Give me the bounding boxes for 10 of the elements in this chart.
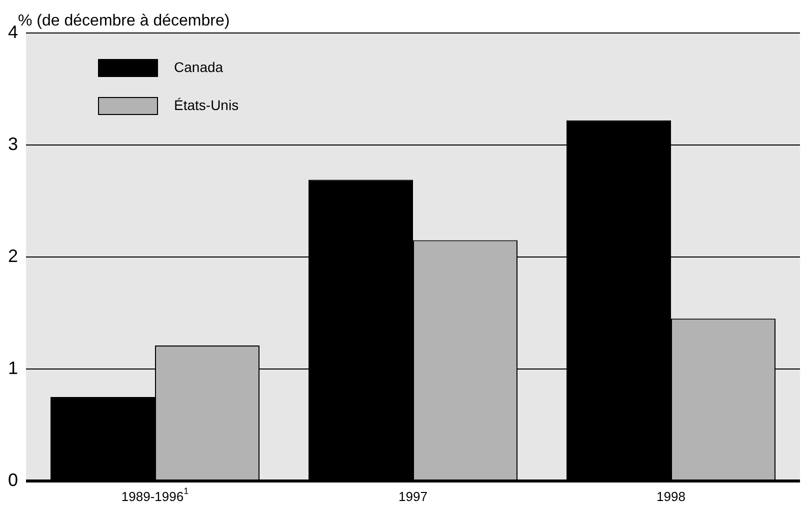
y-tick-label: 3 [8, 134, 18, 154]
y-tick-label: 4 [8, 22, 18, 42]
x-tick-label: 1997 [398, 489, 428, 504]
y-tick-label: 1 [8, 358, 18, 378]
legend-label: États-Unis [174, 96, 239, 113]
legend-label: Canada [174, 58, 224, 75]
x-tick-label: 1998 [656, 489, 686, 504]
y-tick-label: 0 [8, 470, 18, 490]
y-axis-title: % (de décembre à décembre) [18, 12, 230, 30]
y-tick-label: 2 [8, 246, 18, 266]
